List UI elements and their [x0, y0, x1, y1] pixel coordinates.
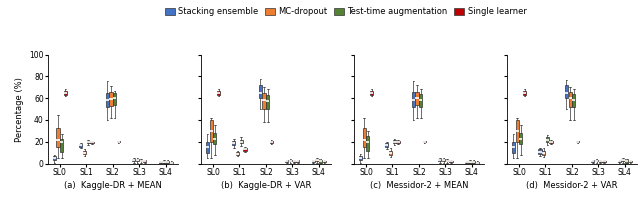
- PathPatch shape: [79, 144, 83, 147]
- PathPatch shape: [140, 160, 143, 161]
- PathPatch shape: [319, 160, 323, 163]
- PathPatch shape: [438, 159, 442, 161]
- PathPatch shape: [476, 162, 479, 163]
- PathPatch shape: [602, 161, 605, 162]
- PathPatch shape: [523, 90, 526, 95]
- PathPatch shape: [213, 133, 216, 144]
- PathPatch shape: [166, 161, 169, 163]
- PathPatch shape: [83, 150, 86, 154]
- PathPatch shape: [362, 128, 365, 147]
- PathPatch shape: [445, 160, 449, 161]
- PathPatch shape: [113, 93, 116, 105]
- PathPatch shape: [266, 95, 269, 109]
- PathPatch shape: [232, 141, 236, 145]
- PathPatch shape: [359, 156, 362, 160]
- X-axis label: (d)  Messidor-2 + VAR: (d) Messidor-2 + VAR: [526, 181, 618, 190]
- PathPatch shape: [442, 159, 445, 161]
- PathPatch shape: [159, 162, 162, 163]
- PathPatch shape: [366, 136, 369, 150]
- PathPatch shape: [296, 161, 300, 162]
- PathPatch shape: [170, 162, 173, 163]
- PathPatch shape: [512, 142, 515, 153]
- PathPatch shape: [519, 133, 522, 144]
- PathPatch shape: [385, 143, 388, 147]
- PathPatch shape: [132, 159, 135, 161]
- PathPatch shape: [423, 141, 426, 142]
- PathPatch shape: [285, 161, 289, 162]
- PathPatch shape: [52, 156, 56, 160]
- PathPatch shape: [64, 90, 67, 95]
- PathPatch shape: [389, 150, 392, 155]
- PathPatch shape: [217, 90, 220, 95]
- PathPatch shape: [109, 92, 113, 106]
- Legend: Stacking ensemble, MC-dropout, Test-time augmentation, Single learner: Stacking ensemble, MC-dropout, Test-time…: [161, 4, 530, 20]
- PathPatch shape: [449, 161, 452, 162]
- PathPatch shape: [621, 159, 625, 161]
- PathPatch shape: [370, 90, 373, 95]
- PathPatch shape: [550, 141, 552, 143]
- PathPatch shape: [270, 141, 273, 143]
- PathPatch shape: [542, 150, 545, 155]
- PathPatch shape: [292, 161, 296, 162]
- PathPatch shape: [243, 148, 246, 150]
- PathPatch shape: [591, 161, 595, 162]
- PathPatch shape: [262, 93, 266, 109]
- PathPatch shape: [393, 140, 396, 143]
- X-axis label: (c)  Messidor-2 + MEAN: (c) Messidor-2 + MEAN: [370, 181, 468, 190]
- PathPatch shape: [568, 92, 572, 107]
- PathPatch shape: [316, 159, 319, 161]
- PathPatch shape: [86, 141, 90, 143]
- PathPatch shape: [546, 137, 549, 142]
- PathPatch shape: [629, 161, 632, 162]
- PathPatch shape: [236, 152, 239, 155]
- PathPatch shape: [468, 161, 472, 163]
- PathPatch shape: [323, 161, 326, 162]
- PathPatch shape: [396, 141, 399, 143]
- PathPatch shape: [465, 162, 468, 163]
- PathPatch shape: [595, 160, 598, 161]
- PathPatch shape: [60, 139, 63, 152]
- PathPatch shape: [538, 149, 541, 154]
- PathPatch shape: [117, 141, 120, 142]
- PathPatch shape: [412, 92, 415, 107]
- PathPatch shape: [419, 94, 422, 107]
- PathPatch shape: [206, 142, 209, 153]
- X-axis label: (a)  Kaggle-DR + MEAN: (a) Kaggle-DR + MEAN: [64, 181, 162, 190]
- PathPatch shape: [625, 160, 628, 163]
- PathPatch shape: [572, 94, 575, 107]
- PathPatch shape: [289, 160, 292, 161]
- PathPatch shape: [565, 85, 568, 98]
- PathPatch shape: [598, 161, 602, 162]
- PathPatch shape: [415, 92, 419, 105]
- PathPatch shape: [312, 161, 315, 162]
- PathPatch shape: [209, 120, 212, 142]
- PathPatch shape: [106, 93, 109, 107]
- PathPatch shape: [90, 142, 93, 143]
- PathPatch shape: [163, 161, 166, 163]
- PathPatch shape: [472, 161, 476, 163]
- PathPatch shape: [576, 141, 579, 142]
- PathPatch shape: [259, 85, 262, 98]
- PathPatch shape: [618, 161, 621, 162]
- PathPatch shape: [56, 128, 60, 147]
- Y-axis label: Percentage (%): Percentage (%): [15, 77, 24, 142]
- PathPatch shape: [516, 120, 519, 142]
- PathPatch shape: [136, 159, 139, 161]
- PathPatch shape: [240, 140, 243, 143]
- X-axis label: (b)  Kaggle-DR + VAR: (b) Kaggle-DR + VAR: [221, 181, 311, 190]
- PathPatch shape: [143, 161, 147, 162]
